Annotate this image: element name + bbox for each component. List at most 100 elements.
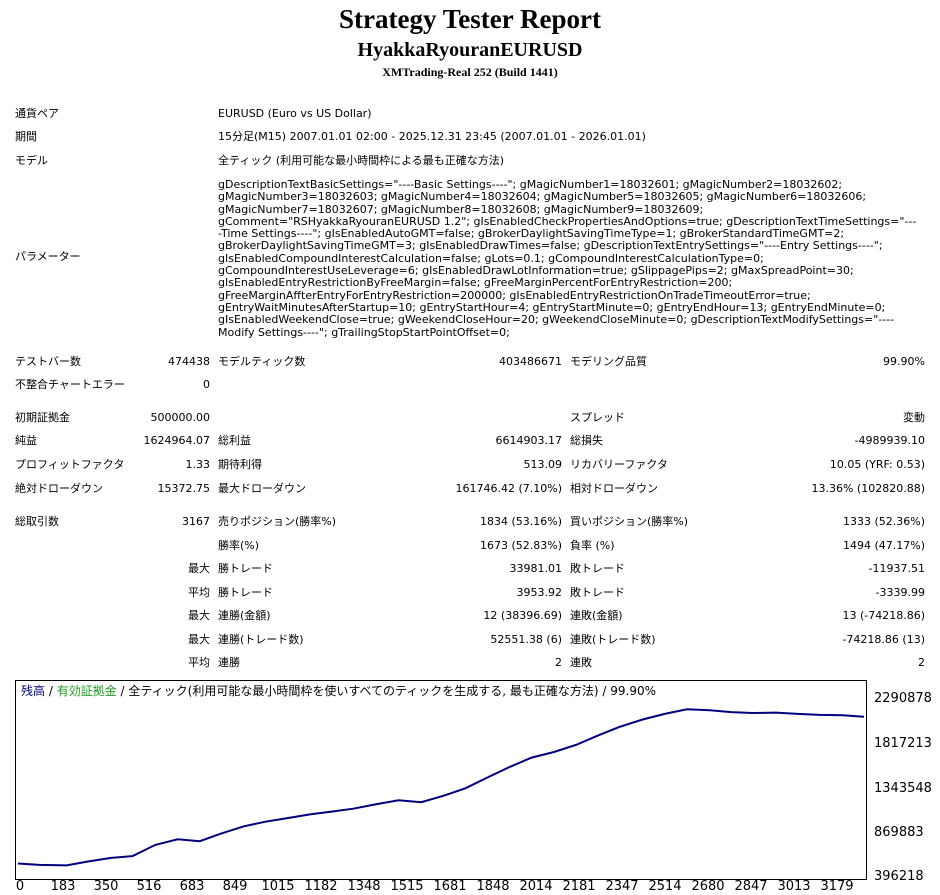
- avg-consec-word: 平均: [188, 656, 210, 669]
- net-value: 1624964.07: [143, 434, 210, 447]
- spread-label: スプレッド: [570, 411, 625, 424]
- rel-dd-label: 相対ドローダウン: [570, 482, 658, 495]
- x-tick-label: 849: [222, 879, 248, 894]
- y-tick-label: 1343548: [874, 781, 932, 796]
- deposit-label: 初期証拠金: [15, 411, 70, 424]
- x-tick-label: 1348: [347, 879, 381, 894]
- quality-label: モデリング品質: [570, 355, 647, 368]
- ea-name: HyakkaRyouranEURUSD: [357, 39, 583, 61]
- max-consec-loss-amt-label: 連敗(金額): [570, 609, 623, 622]
- x-tick-label: 2514: [648, 879, 682, 894]
- x-tick-label: 2847: [734, 879, 768, 894]
- largest-win-label: 勝トレード: [218, 562, 273, 575]
- params-label: パラメーター: [15, 250, 81, 263]
- balance-curve-svg: [17, 708, 865, 867]
- pf-label: プロフィットファクタ: [15, 458, 125, 471]
- legend-model: / 全ティック(利用可能な最小時間枠を使いすべてのティックを生成する, 最も正確…: [116, 684, 657, 698]
- gross-loss-value: -4989939.10: [854, 434, 925, 447]
- expected-label: 期待利得: [218, 458, 262, 471]
- server-info: XMTrading-Real 252 (Build 1441): [382, 65, 558, 79]
- pf-value: 1.33: [185, 458, 211, 471]
- x-tick-label: 2181: [562, 879, 596, 894]
- recovery-value: 10.05 (YRF: 0.53): [829, 458, 925, 471]
- x-tick-label: 2680: [691, 879, 725, 894]
- x-tick-label: 1681: [433, 879, 467, 894]
- bars-label: テストバー数: [15, 355, 81, 368]
- rel-dd-value: 13.36% (102820.88): [811, 482, 925, 495]
- deposit-value: 500000.00: [150, 411, 211, 424]
- lossrate-value: 1494 (47.17%): [842, 539, 925, 552]
- x-tick-label: 683: [179, 879, 205, 894]
- symbol-label: 通貨ペア: [15, 107, 59, 120]
- max-dd-label: 最大ドローダウン: [218, 482, 306, 495]
- x-tick-label: 1015: [261, 879, 295, 894]
- max-consec-loss-amt-value: 13 (-74218.86): [842, 609, 925, 622]
- max-dd-value: 161746.42 (7.10%): [455, 482, 562, 495]
- y-tick-label: 396218: [874, 869, 924, 884]
- x-tick-label: 3013: [777, 879, 811, 894]
- largest-word: 最大: [188, 562, 210, 575]
- bars-value: 474438: [168, 355, 210, 368]
- avg-win-value: 3953.92: [516, 586, 563, 599]
- avg-consec-win-label: 連勝: [218, 656, 240, 669]
- winrate-value: 1673 (52.83%): [479, 539, 562, 552]
- max-consec-win-amt-label: 連勝(金額): [218, 609, 271, 622]
- avg-loss-label: 敗トレード: [570, 586, 625, 599]
- y-tick-label: 2290878: [874, 691, 932, 706]
- largest-loss-label: 敗トレード: [570, 562, 625, 575]
- short-value: 1834 (53.16%): [479, 515, 562, 528]
- x-tick-label: 2014: [519, 879, 553, 894]
- avg-consec-loss-value: 2: [918, 656, 925, 669]
- x-tick-label: 1515: [390, 879, 424, 894]
- max-consec-win-cnt-value: 52551.38 (6): [490, 633, 562, 646]
- x-tick-label: 0: [15, 879, 25, 894]
- period-value: 15分足(M15) 2007.01.01 02:00 - 2025.12.31 …: [218, 130, 646, 143]
- x-tick-label: 350: [93, 879, 119, 894]
- recovery-label: リカバリーファクタ: [570, 458, 668, 471]
- abs-dd-label: 絶対ドローダウン: [15, 482, 103, 495]
- total-trades-label: 総取引数: [15, 515, 59, 528]
- net-label: 純益: [15, 434, 37, 447]
- abs-dd-value: 15372.75: [157, 482, 211, 495]
- avg-consec-win-value: 2: [555, 656, 562, 669]
- chart-legend: 残高 / 有効証拠金 / 全ティック(利用可能な最小時間枠を使いすべてのティック…: [21, 683, 656, 699]
- model-value: 全ティック (利用可能な最小時間枠による最も正確な方法): [218, 154, 505, 167]
- avg-consec-loss-label: 連敗: [570, 656, 592, 669]
- long-label: 買いポジション(勝率%): [570, 515, 689, 528]
- largest-loss-value: -11937.51: [868, 562, 925, 575]
- ticks-value: 403486671: [499, 355, 562, 368]
- x-tick-label: 183: [50, 879, 76, 894]
- x-tick-label: 1848: [476, 879, 510, 894]
- model-label: モデル: [15, 154, 48, 167]
- gross-profit-value: 6614903.17: [495, 434, 562, 447]
- x-tick-label: 1182: [304, 879, 338, 894]
- legend-balance: 残高: [21, 684, 46, 698]
- x-tick-label: 2347: [605, 879, 639, 894]
- gross-profit-label: 総利益: [218, 434, 251, 447]
- max-consec-win-amt-value: 12 (38396.69): [483, 609, 562, 622]
- largest-win-value: 33981.01: [509, 562, 563, 575]
- max-consec-loss-cnt-label: 連敗(トレード数): [570, 633, 656, 646]
- symbol-value: EURUSD (Euro vs US Dollar): [218, 107, 372, 120]
- x-tick-label: 3179: [820, 879, 854, 894]
- balance-chart: 残高 / 有効証拠金 / 全ティック(利用可能な最小時間枠を使いすべてのティック…: [15, 680, 867, 880]
- ticks-label: モデルティック数: [218, 355, 306, 368]
- max-consec-win-cnt-label: 連勝(トレード数): [218, 633, 304, 646]
- gross-loss-label: 総損失: [570, 434, 603, 447]
- max-consec-amt-word: 最大: [188, 609, 210, 622]
- max-consec-loss-cnt-value: -74218.86 (13): [842, 633, 925, 646]
- legend-equity: 有効証拠金: [56, 684, 117, 698]
- avg-win-label: 勝トレード: [218, 586, 273, 599]
- lossrate-label: 負率 (%): [570, 539, 615, 552]
- spread-value: 変動: [903, 411, 925, 424]
- y-tick-label: 869883: [874, 825, 924, 840]
- winrate-label: 勝率(%): [218, 539, 260, 552]
- params-value: gDescriptionTextBasicSettings="----Basic…: [218, 178, 917, 339]
- quality-value: 99.90%: [883, 355, 925, 368]
- balance-line: [17, 708, 865, 867]
- total-trades-value: 3167: [182, 515, 210, 528]
- period-label: 期間: [15, 130, 37, 143]
- short-label: 売りポジション(勝率%): [218, 515, 337, 528]
- avg-loss-value: -3339.99: [875, 586, 925, 599]
- x-tick-label: 516: [136, 879, 162, 894]
